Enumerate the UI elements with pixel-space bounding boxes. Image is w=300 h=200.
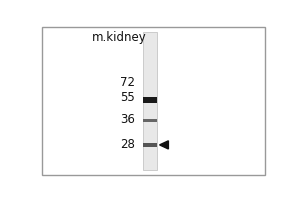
FancyBboxPatch shape (42, 27, 266, 175)
FancyBboxPatch shape (143, 119, 157, 122)
Text: m.kidney: m.kidney (92, 31, 146, 44)
Text: 55: 55 (120, 91, 135, 104)
Text: 28: 28 (120, 138, 135, 151)
FancyBboxPatch shape (143, 143, 157, 147)
Polygon shape (160, 141, 168, 149)
Text: 36: 36 (120, 113, 135, 126)
FancyBboxPatch shape (143, 32, 157, 170)
Text: 72: 72 (120, 76, 135, 89)
FancyBboxPatch shape (143, 97, 157, 103)
